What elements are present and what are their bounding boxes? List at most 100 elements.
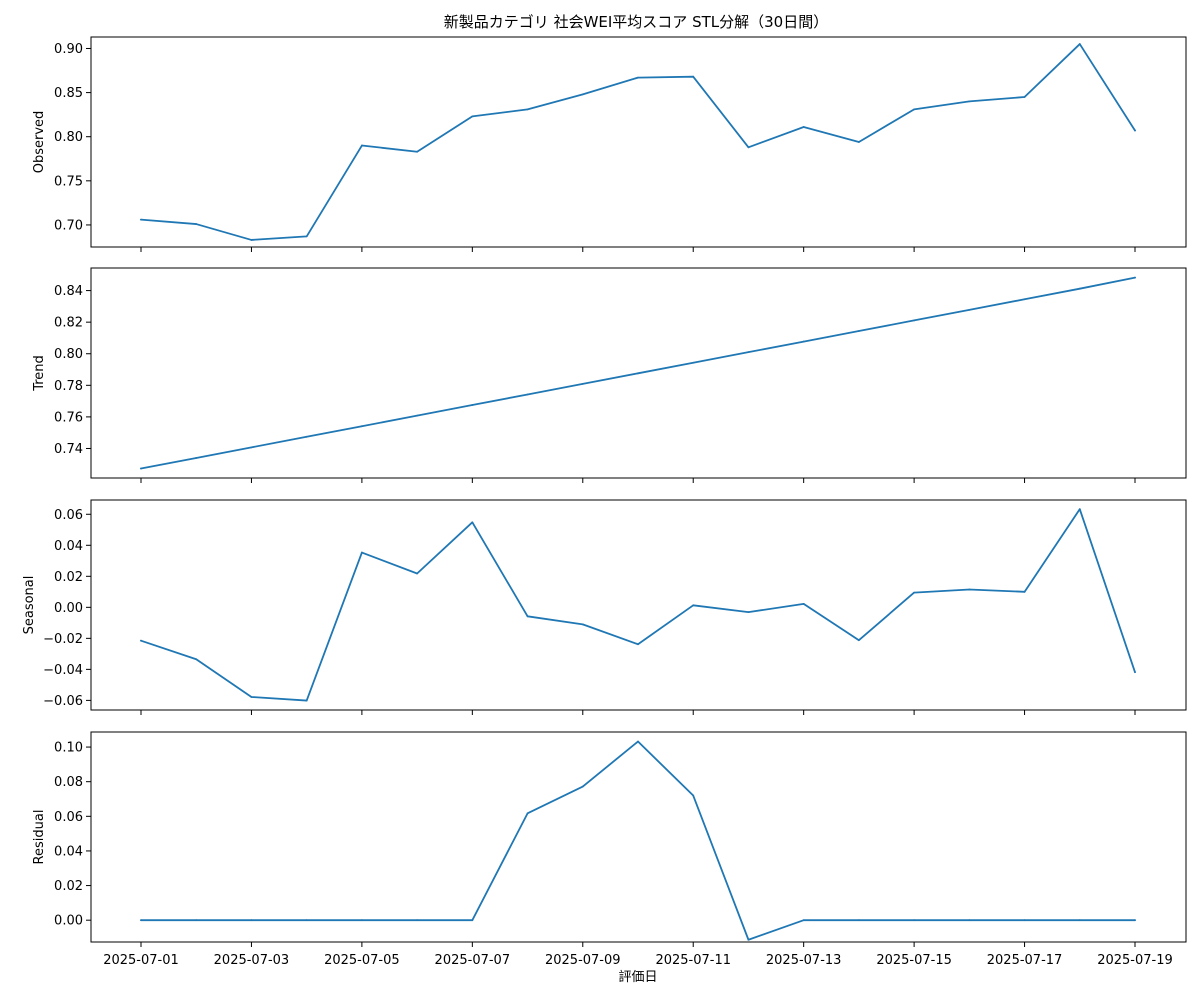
data-point bbox=[968, 308, 971, 311]
data-point bbox=[1023, 590, 1026, 593]
data-point bbox=[526, 615, 529, 618]
data-point bbox=[857, 919, 860, 922]
data-point bbox=[581, 623, 584, 626]
chart-title: 新製品カテゴリ 社会WEI平均スコア STL分解（30日間） bbox=[444, 13, 828, 31]
y-tick-label: 0.02 bbox=[54, 879, 83, 894]
x-tick-label: 2025-07-09 bbox=[545, 953, 621, 968]
data-point bbox=[250, 446, 253, 449]
data-point bbox=[692, 604, 695, 607]
data-point bbox=[1078, 508, 1081, 511]
data-point bbox=[140, 218, 142, 221]
data-point bbox=[195, 223, 198, 225]
data-point bbox=[416, 919, 419, 922]
data-point bbox=[968, 919, 971, 922]
data-point bbox=[360, 144, 363, 147]
x-tick-label: 2025-07-11 bbox=[655, 953, 731, 968]
data-point bbox=[140, 919, 142, 922]
y-axis-label: Seasonal bbox=[22, 576, 37, 635]
data-point bbox=[471, 115, 474, 118]
x-tick-label: 2025-07-13 bbox=[766, 953, 842, 968]
data-point bbox=[857, 141, 860, 143]
y-axis-label: Observed bbox=[32, 111, 47, 174]
data-point bbox=[692, 794, 695, 797]
series-line-residual bbox=[140, 740, 1136, 941]
y-tick-label: 0.02 bbox=[54, 570, 83, 585]
data-point bbox=[637, 372, 639, 375]
panel-frame bbox=[90, 36, 1187, 248]
data-point bbox=[1023, 96, 1026, 98]
y-tick-label: 0.06 bbox=[54, 508, 83, 523]
data-point bbox=[637, 643, 639, 646]
data-point bbox=[913, 319, 916, 322]
data-point bbox=[1078, 287, 1081, 290]
panel-frame bbox=[90, 731, 1187, 943]
y-tick-label: 0.04 bbox=[54, 844, 83, 859]
x-tick-label: 2025-07-17 bbox=[987, 953, 1063, 968]
panel-seasonal: −0.06 −0.04 −0.02 0.00 0.02 0.04 0.06 Seasonal bbox=[22, 499, 1187, 715]
panel-frame bbox=[90, 499, 1187, 711]
y-tick-label: 0.78 bbox=[54, 379, 83, 394]
data-point bbox=[195, 919, 198, 922]
data-point bbox=[692, 361, 695, 364]
y-tick-label: 0.90 bbox=[54, 42, 83, 57]
y-tick-label: 0.85 bbox=[54, 86, 83, 101]
data-point bbox=[1134, 919, 1136, 922]
y-tick-label: 0.10 bbox=[54, 741, 83, 756]
panel-trend: 0.74 0.76 0.78 0.80 0.82 0.84 Trend bbox=[32, 267, 1187, 483]
data-point bbox=[416, 150, 419, 153]
data-point bbox=[968, 588, 971, 591]
panels-layer: 0.70 0.75 0.80 0.85 0.90 Observed 0.74 0.76 0.78… bbox=[22, 36, 1187, 968]
y-tick-label: 0.80 bbox=[54, 130, 83, 145]
y-tick-label: 0.08 bbox=[54, 775, 83, 790]
data-point bbox=[968, 100, 971, 103]
y-tick-label: 0.06 bbox=[54, 810, 83, 825]
panel-observed: 0.70 0.75 0.80 0.85 0.90 Observed bbox=[32, 36, 1187, 252]
data-point bbox=[416, 572, 419, 575]
series-line-observed bbox=[140, 43, 1136, 241]
panel-residual: 0.00 0.02 0.04 0.06 0.08 0.10 Residual 2025-07-… bbox=[32, 731, 1187, 968]
data-point bbox=[250, 239, 253, 241]
data-point bbox=[1023, 298, 1026, 301]
data-point bbox=[305, 235, 308, 238]
y-tick-label: 0.75 bbox=[54, 174, 83, 189]
x-tick-label: 2025-07-03 bbox=[214, 953, 290, 968]
data-point bbox=[747, 611, 750, 614]
data-point bbox=[857, 639, 860, 642]
data-point bbox=[913, 919, 916, 922]
data-point bbox=[581, 93, 584, 96]
x-tick-label: 2025-07-07 bbox=[435, 953, 511, 968]
data-point bbox=[471, 919, 474, 922]
data-point bbox=[913, 591, 916, 594]
data-point bbox=[1134, 129, 1136, 132]
data-point bbox=[416, 414, 419, 417]
data-point bbox=[1023, 919, 1026, 922]
data-point bbox=[802, 919, 805, 922]
data-point bbox=[1078, 919, 1081, 922]
y-tick-label: −0.02 bbox=[43, 632, 83, 647]
y-tick-label: −0.06 bbox=[43, 694, 83, 709]
data-point bbox=[1134, 671, 1136, 674]
data-point bbox=[250, 696, 253, 698]
data-point bbox=[471, 521, 474, 524]
y-tick-label: 0.00 bbox=[54, 601, 83, 616]
data-point bbox=[140, 639, 142, 642]
data-point bbox=[305, 919, 308, 922]
panel-frame bbox=[90, 267, 1187, 479]
data-point bbox=[1134, 276, 1136, 279]
data-point bbox=[305, 699, 308, 702]
data-point bbox=[1078, 43, 1081, 45]
data-point bbox=[250, 919, 253, 922]
data-point bbox=[195, 658, 198, 661]
data-point bbox=[526, 812, 529, 815]
data-point bbox=[913, 108, 916, 111]
x-axis-label: 評価日 bbox=[618, 970, 657, 985]
data-point bbox=[747, 146, 750, 149]
data-point bbox=[637, 740, 639, 743]
data-point bbox=[581, 382, 584, 385]
data-point bbox=[360, 551, 363, 554]
x-tick-label: 2025-07-15 bbox=[876, 953, 952, 968]
x-tick-label: 2025-07-01 bbox=[103, 953, 179, 968]
data-point bbox=[637, 76, 639, 79]
data-point bbox=[195, 457, 198, 459]
